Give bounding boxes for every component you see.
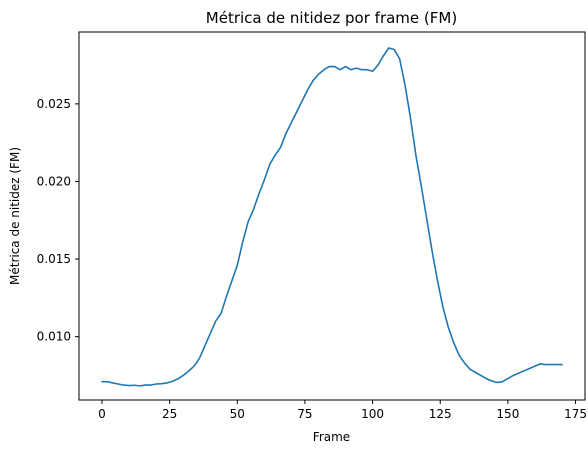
x-tick-label: 0: [98, 407, 106, 421]
x-axis-label: Frame: [313, 430, 350, 444]
plot-area-frame: [78, 31, 586, 401]
chart-title: Métrica de nitidez por frame (FM): [206, 9, 457, 27]
x-tick-label: 125: [429, 407, 452, 421]
x-tick-label: 175: [564, 407, 587, 421]
y-tick-label: 0.010: [37, 330, 71, 344]
x-axis-ticks: 0 25 50 75 100 125 150 175: [98, 400, 587, 421]
y-axis-label: Métrica de nitidez (FM): [8, 147, 22, 285]
x-tick-label: 75: [297, 407, 312, 421]
y-tick-label: 0.025: [37, 97, 71, 111]
x-tick-label: 25: [162, 407, 177, 421]
y-tick-label: 0.015: [37, 252, 71, 266]
y-tick-label: 0.020: [37, 174, 71, 188]
series-line: [101, 47, 563, 387]
x-tick-label: 150: [496, 407, 519, 421]
x-tick-label: 100: [361, 407, 384, 421]
y-axis-ticks: 0.010 0.015 0.020 0.025: [37, 97, 79, 344]
x-tick-label: 50: [230, 407, 245, 421]
